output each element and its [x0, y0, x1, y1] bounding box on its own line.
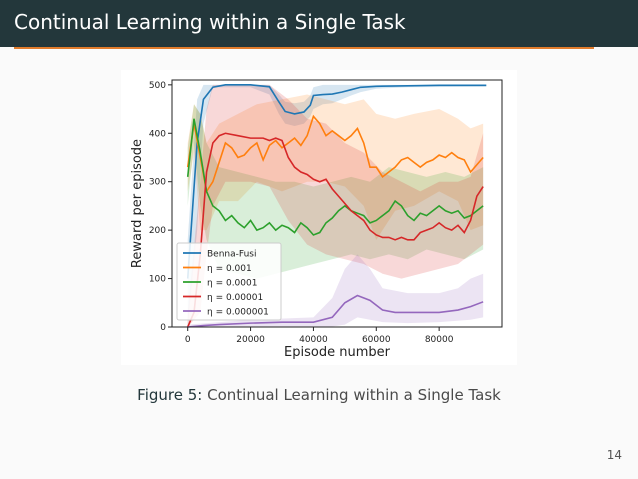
x-tick-label: 80000: [425, 335, 454, 345]
confidence-bands: [187, 84, 487, 327]
band-series-4: [187, 254, 484, 327]
figure-caption: Figure 5: Continual Learning within a Si…: [0, 386, 638, 404]
x-tick-label: 60000: [362, 335, 391, 345]
x-axis-label: Episode number: [284, 345, 391, 360]
slide-header: Continual Learning within a Single Task: [0, 0, 638, 47]
x-tick-label: 0: [185, 335, 191, 345]
header-rule: [14, 47, 594, 49]
slide-title: Continual Learning within a Single Task: [14, 10, 406, 34]
y-tick-label: 400: [149, 129, 166, 139]
x-tick-label: 40000: [299, 335, 328, 345]
legend-label: η = 0.000001: [207, 308, 269, 318]
y-ticks: 0 100 200 300 400 500: [149, 81, 172, 333]
y-tick-label: 200: [149, 226, 166, 236]
y-tick-label: 300: [149, 178, 166, 188]
line-series-2: [186, 118, 484, 236]
plot-frame: [171, 79, 503, 328]
y-axis-label: Reward per episode: [130, 139, 145, 268]
series-lines: [186, 84, 487, 328]
caption-label: Figure 5:: [137, 386, 203, 404]
line-chart: 0 20000 40000 60000 80000 0 100 200 300 400 500 E…: [130, 79, 503, 360]
line-series-4: [187, 294, 484, 328]
y-tick-label: 100: [149, 275, 166, 285]
legend-label: η = 0.0001: [207, 279, 257, 289]
legend-label: η = 0.001: [207, 264, 252, 274]
band-series-1: [187, 94, 484, 240]
band-series-3: [187, 84, 484, 327]
legend-label: Benna-Fusi: [207, 250, 256, 260]
caption-text: Continual Learning within a Single Task: [207, 386, 501, 404]
line-series-1: [186, 114, 484, 194]
legend-box: [176, 242, 282, 321]
x-ticks: 0 20000 40000 60000 80000: [185, 327, 454, 345]
x-tick-label: 20000: [236, 335, 265, 345]
line-series-0: [186, 84, 487, 279]
legend-label: η = 0.00001: [207, 293, 263, 303]
y-tick-label: 500: [149, 81, 166, 91]
legend: Benna-Fusi η = 0.001 η = 0.0001 η = 0.00001…: [176, 242, 282, 321]
chart-container: 0 20000 40000 60000 80000 0 100 200 300 400 500 E…: [121, 70, 517, 365]
y-tick-label: 0: [160, 323, 166, 333]
line-series-3: [186, 132, 484, 328]
page-number: 14: [606, 448, 622, 462]
